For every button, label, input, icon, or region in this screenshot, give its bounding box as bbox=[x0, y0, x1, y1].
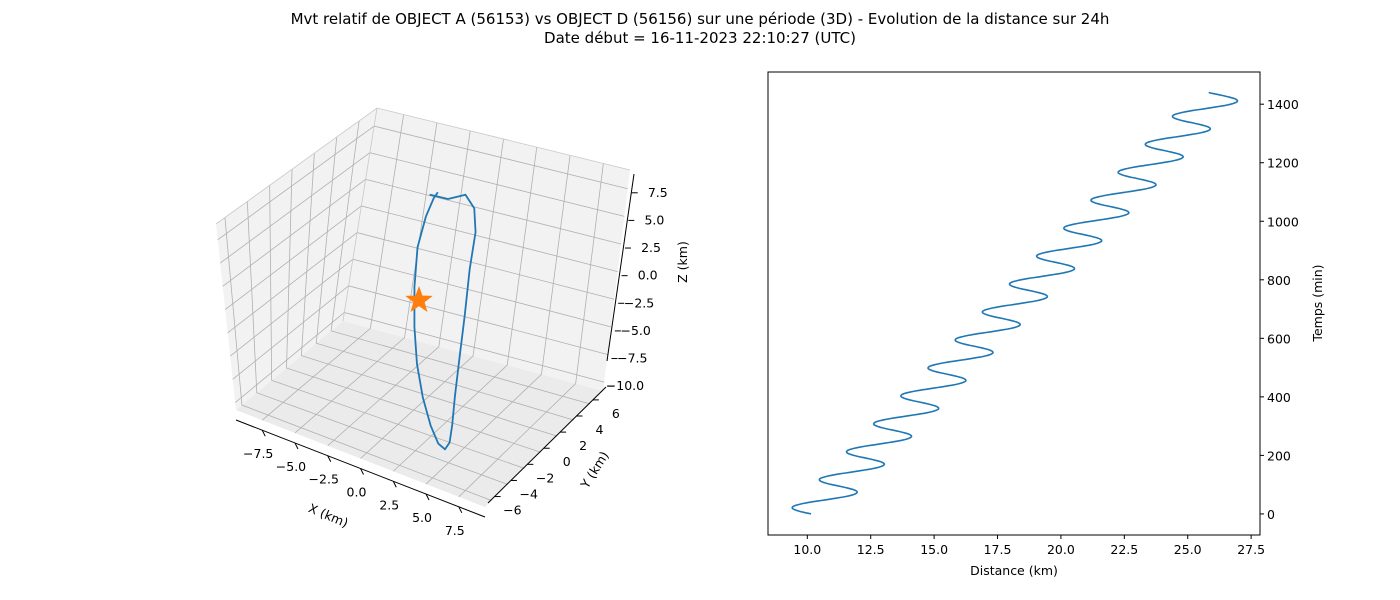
title-line-2: Date début = 16-11-2023 22:10:27 (UTC) bbox=[544, 29, 856, 47]
y-tick-label: 800 bbox=[1267, 273, 1291, 288]
x-tick-label: −7.5 bbox=[243, 446, 273, 461]
z-tick-label: −7.5 bbox=[617, 351, 647, 366]
x-tick-label: 2.5 bbox=[379, 497, 399, 512]
x-tick bbox=[327, 455, 332, 462]
y-axis-line bbox=[487, 386, 607, 504]
x-tick-label: 22.5 bbox=[1110, 542, 1138, 557]
z-tick-label: 5.0 bbox=[644, 212, 664, 227]
z-tick-label: 2.5 bbox=[641, 240, 661, 255]
x-tick-label: 0.0 bbox=[347, 485, 367, 500]
pane-edge bbox=[342, 107, 378, 322]
x-tick-label: 25.0 bbox=[1174, 542, 1202, 557]
x-tick-label: −5.0 bbox=[276, 459, 306, 474]
y-tick-label: 200 bbox=[1267, 448, 1291, 463]
x-tick bbox=[261, 429, 266, 437]
x-tick-label: 20.0 bbox=[1047, 542, 1075, 557]
z-axis-label: Z (km) bbox=[675, 241, 690, 283]
z-tick-label: −2.5 bbox=[624, 295, 654, 310]
y-tick-label: 1400 bbox=[1267, 97, 1299, 112]
y-tick-label: 0 bbox=[563, 454, 571, 469]
x-axis-label: Distance (km) bbox=[970, 563, 1058, 578]
title-line-1: Mvt relatif de OBJECT A (56153) vs OBJEC… bbox=[290, 10, 1110, 28]
y-tick-label: 1200 bbox=[1267, 156, 1299, 171]
x-tick-label: 12.5 bbox=[857, 542, 885, 557]
pane-yz bbox=[216, 108, 377, 410]
x-tick-label: 5.0 bbox=[412, 510, 432, 525]
z-tick-label: 7.5 bbox=[648, 185, 668, 200]
x-tick bbox=[360, 468, 364, 475]
x-tick-label: 15.0 bbox=[920, 542, 948, 557]
z-tick-label: −5.0 bbox=[620, 323, 650, 338]
z-axis-line bbox=[606, 173, 635, 362]
y-tick-label: −2 bbox=[536, 470, 554, 485]
x-tick-label: 17.5 bbox=[984, 542, 1012, 557]
x-tick bbox=[392, 481, 397, 488]
x-tick-label: 7.5 bbox=[445, 523, 465, 538]
plot-frame bbox=[767, 71, 1261, 536]
pane-floor bbox=[236, 321, 603, 507]
relative-motion-3d-chart: −7.5−5.0−2.50.02.55.07.5−6−4−202467.55.0… bbox=[215, 107, 690, 538]
y-tick-label: 0 bbox=[1267, 507, 1275, 522]
y-tick-label: 400 bbox=[1267, 390, 1291, 405]
y-tick-label: 4 bbox=[596, 422, 604, 437]
z-tick-label: 0.0 bbox=[638, 268, 658, 283]
distance-line bbox=[791, 91, 1239, 515]
y-tick-label: 600 bbox=[1267, 331, 1291, 346]
x-tick-label: −2.5 bbox=[309, 472, 339, 487]
y-tick-label: 1000 bbox=[1267, 214, 1299, 229]
x-tick-label: 27.5 bbox=[1237, 542, 1265, 557]
origin-star-marker bbox=[405, 285, 433, 313]
x-tick bbox=[294, 442, 299, 450]
y-tick-label: −4 bbox=[520, 486, 538, 501]
y-tick-label: 2 bbox=[579, 438, 587, 453]
z-tick-label: −10.0 bbox=[606, 378, 644, 393]
y-tick-label: −6 bbox=[503, 503, 521, 518]
x-tick-label: 10.0 bbox=[793, 542, 821, 557]
y-tick-label: 6 bbox=[612, 406, 620, 421]
figure-title: Mvt relatif de OBJECT A (56153) vs OBJEC… bbox=[0, 10, 1400, 48]
x-tick bbox=[425, 493, 430, 501]
y-axis-label: Temps (min) bbox=[1310, 264, 1325, 342]
trajectory-line bbox=[413, 191, 477, 451]
x-tick bbox=[458, 506, 463, 514]
